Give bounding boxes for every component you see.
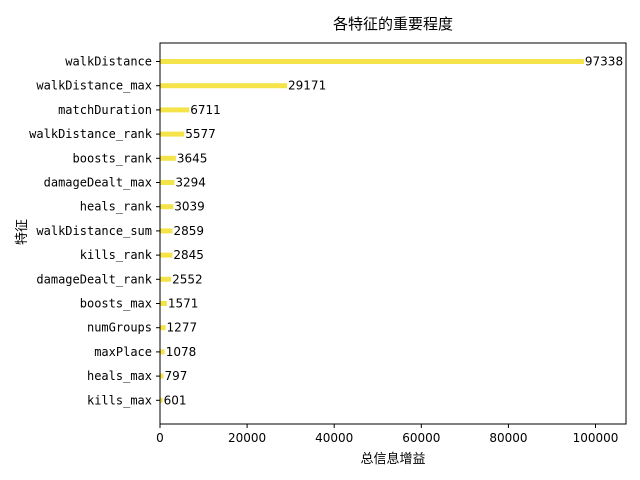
bar bbox=[160, 301, 167, 306]
y-axis-label: 特征 bbox=[15, 219, 30, 245]
bar bbox=[160, 325, 166, 331]
data-label: 1277 bbox=[167, 321, 198, 335]
x-axis-label: 总信息增益 bbox=[360, 451, 425, 467]
data-label: 3294 bbox=[175, 176, 206, 190]
y-tick-label: boosts_rank bbox=[73, 151, 153, 165]
bar bbox=[160, 228, 173, 234]
bar bbox=[160, 349, 165, 355]
y-tick-label: walkDistance bbox=[65, 55, 152, 69]
data-label: 1078 bbox=[166, 345, 197, 359]
chart-title: 各特征的重要程度 bbox=[333, 15, 453, 33]
x-tick-label: 0 bbox=[156, 431, 164, 445]
bar bbox=[160, 373, 164, 379]
x-tick-label: 40000 bbox=[315, 431, 353, 445]
data-label: 2859 bbox=[173, 224, 204, 238]
y-tick-label: maxPlace bbox=[94, 345, 152, 359]
x-tick-label: 20000 bbox=[228, 431, 266, 445]
y-tick-label: matchDuration bbox=[58, 103, 152, 117]
data-label: 3039 bbox=[174, 200, 205, 214]
y-tick-label: kills_rank bbox=[80, 248, 153, 262]
data-label: 601 bbox=[164, 393, 187, 407]
x-tick-label: 80000 bbox=[489, 431, 527, 445]
data-label: 2845 bbox=[173, 248, 204, 262]
bar bbox=[160, 276, 172, 282]
data-label: 6711 bbox=[190, 103, 221, 117]
data-label: 1571 bbox=[168, 297, 199, 311]
bar bbox=[160, 83, 288, 89]
x-tick-label: 60000 bbox=[402, 431, 440, 445]
data-label: 5577 bbox=[185, 127, 216, 141]
y-tick-label: heals_rank bbox=[80, 200, 153, 214]
bar bbox=[160, 155, 176, 161]
y-tick-label: damageDealt_rank bbox=[36, 272, 152, 286]
bar bbox=[160, 204, 174, 210]
bar bbox=[160, 180, 175, 185]
y-tick-label: walkDistance_max bbox=[36, 79, 152, 93]
data-label: 2552 bbox=[172, 272, 203, 286]
bar bbox=[160, 107, 190, 113]
y-tick-label: boosts_max bbox=[80, 297, 152, 311]
bar bbox=[160, 131, 185, 137]
plot-area: walkDistance 97338 walkDistance_max 29171 ma… bbox=[29, 42, 627, 445]
data-label: 97338 bbox=[585, 55, 623, 69]
y-tick-label: walkDistance_rank bbox=[29, 127, 153, 141]
bar bbox=[160, 397, 163, 403]
data-label: 3645 bbox=[177, 151, 208, 165]
x-tick-label: 100000 bbox=[573, 431, 619, 445]
data-label: 29171 bbox=[288, 79, 326, 93]
bar bbox=[160, 59, 584, 64]
y-tick-label: kills_max bbox=[87, 393, 152, 407]
plot-frame bbox=[159, 42, 627, 425]
y-tick-label: heals_max bbox=[87, 369, 152, 383]
y-tick-label: numGroups bbox=[87, 321, 152, 335]
y-tick-label: walkDistance_sum bbox=[36, 224, 152, 238]
bar bbox=[160, 252, 173, 258]
y-tick-label: damageDealt_max bbox=[44, 176, 152, 190]
data-label: 797 bbox=[164, 369, 187, 383]
